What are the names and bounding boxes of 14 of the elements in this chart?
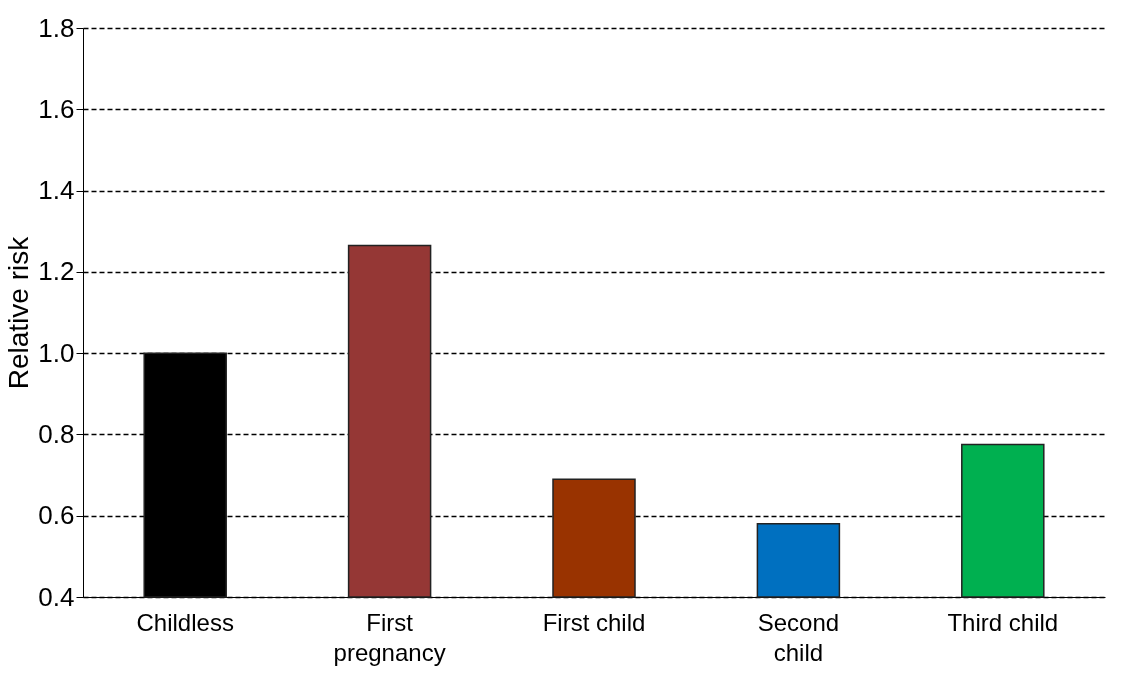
y-tick-label: 0.8 (38, 418, 75, 449)
x-tick-label: First pregnancy (333, 608, 446, 666)
y-tick-label: 1.8 (38, 12, 75, 43)
x-tick-label: Third child (947, 608, 1059, 636)
x-tick-label: First child (542, 608, 646, 636)
x-tick-label: Second child (757, 608, 840, 666)
y-axis-title: Relative risk (3, 235, 35, 390)
y-tick-label: 0.4 (38, 581, 75, 612)
y-tick-label: 1.2 (38, 256, 75, 287)
y-tick-label: 0.6 (38, 500, 75, 531)
y-tick-label: 1.0 (38, 337, 75, 368)
x-tick-label: Childless (136, 608, 234, 636)
y-tick-label: 1.4 (38, 175, 75, 206)
y-tick-label: 1.6 (38, 93, 75, 124)
